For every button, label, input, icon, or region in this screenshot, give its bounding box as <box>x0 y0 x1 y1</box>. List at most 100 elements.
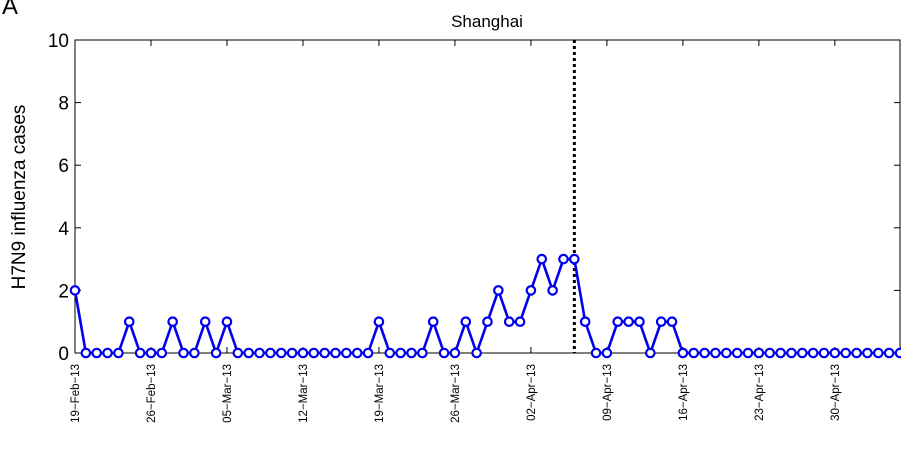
x-tick-label: 26−Feb−13 <box>146 364 158 423</box>
data-point <box>623 316 634 327</box>
chart-title: Shanghai <box>451 12 523 31</box>
data-point <box>786 347 797 359</box>
x-tick-label: 19−Feb−13 <box>70 364 82 423</box>
data-point <box>677 347 689 359</box>
data-point <box>699 347 710 359</box>
data-point <box>275 347 287 359</box>
data-point <box>807 347 819 359</box>
data-point <box>688 347 700 359</box>
y-tick-label: 8 <box>58 94 69 115</box>
series-layer <box>69 253 901 359</box>
y-tick-label: 6 <box>58 156 69 177</box>
x-tick-label: 26−Mar−13 <box>450 364 462 423</box>
data-point <box>872 347 884 359</box>
series-line <box>73 257 900 355</box>
data-point <box>308 347 320 359</box>
data-point <box>721 347 732 359</box>
data-point <box>438 347 450 359</box>
data-point <box>449 347 461 359</box>
data-point <box>894 347 901 359</box>
data-point <box>395 347 406 359</box>
data-point <box>862 347 873 359</box>
x-tick-label: 05−Mar−13 <box>222 364 234 423</box>
data-point <box>579 316 591 327</box>
data-point <box>319 347 330 359</box>
data-point <box>460 316 472 327</box>
x-tick-label: 09−Apr−13 <box>602 364 614 421</box>
data-point <box>536 253 548 265</box>
data-point <box>514 316 526 327</box>
data-point <box>123 316 135 327</box>
data-point <box>330 347 341 359</box>
data-point <box>569 253 580 265</box>
data-point <box>710 347 721 359</box>
data-point <box>731 347 743 359</box>
y-tick-label: 2 <box>58 281 69 302</box>
data-point <box>254 347 265 359</box>
data-point <box>341 347 352 359</box>
x-tick-label: 23−Apr−13 <box>754 364 766 421</box>
data-point <box>775 347 786 359</box>
data-point <box>406 347 417 359</box>
x-tick-label: 12−Mar−13 <box>298 364 310 423</box>
data-point <box>134 347 146 359</box>
data-point <box>113 347 124 359</box>
data-point <box>818 347 830 359</box>
x-tick-label: 16−Apr−13 <box>678 364 690 421</box>
data-point <box>417 347 428 359</box>
data-point <box>840 347 852 359</box>
data-point <box>666 316 678 327</box>
y-tick-label: 4 <box>58 219 69 240</box>
data-point <box>243 347 254 359</box>
data-point <box>373 316 385 327</box>
y-axis-label: H7N9 influenza cases <box>9 105 30 290</box>
data-point <box>156 347 168 359</box>
data-point <box>102 347 113 359</box>
data-point <box>601 347 613 359</box>
data-point <box>221 316 233 327</box>
data-point <box>645 347 656 359</box>
data-point <box>471 347 482 359</box>
data-point <box>493 285 504 296</box>
y-tick-label: 0 <box>58 344 69 365</box>
data-point <box>91 347 103 359</box>
x-tick-label: 19−Mar−13 <box>374 364 386 423</box>
data-point <box>286 347 298 359</box>
data-point <box>210 347 222 359</box>
y-tick-label: 10 <box>48 31 69 52</box>
data-point <box>503 316 515 327</box>
x-tick-label: 02−Apr−13 <box>526 364 538 421</box>
panel-label: A <box>2 0 18 20</box>
data-point <box>482 316 493 327</box>
data-point <box>69 285 81 296</box>
data-point <box>851 347 862 359</box>
data-point <box>634 316 645 327</box>
data-point <box>753 347 765 359</box>
x-axis: 19−Feb−13 26−Feb−13 05−Mar−13 12−Mar−13 19−M… <box>70 40 842 423</box>
data-point <box>362 347 374 359</box>
data-point <box>167 316 178 327</box>
y-axis: 0 2 4 6 8 10 <box>48 31 900 365</box>
data-point <box>351 347 363 359</box>
data-point <box>742 347 754 359</box>
data-point <box>384 347 396 359</box>
data-point <box>427 316 439 327</box>
data-point <box>199 316 211 327</box>
data-point <box>883 347 895 359</box>
data-point <box>265 347 276 359</box>
data-point <box>297 347 309 359</box>
data-point <box>797 347 808 359</box>
data-point <box>558 253 569 265</box>
data-point <box>232 347 244 359</box>
data-point <box>80 347 92 359</box>
data-point <box>145 347 157 359</box>
data-point <box>829 347 841 359</box>
data-point <box>547 285 558 296</box>
data-point <box>189 347 200 359</box>
x-tick-label: 30−Apr−13 <box>830 364 842 421</box>
data-point <box>612 316 624 327</box>
data-point <box>655 316 667 327</box>
data-point <box>178 347 189 359</box>
data-point <box>764 347 776 359</box>
